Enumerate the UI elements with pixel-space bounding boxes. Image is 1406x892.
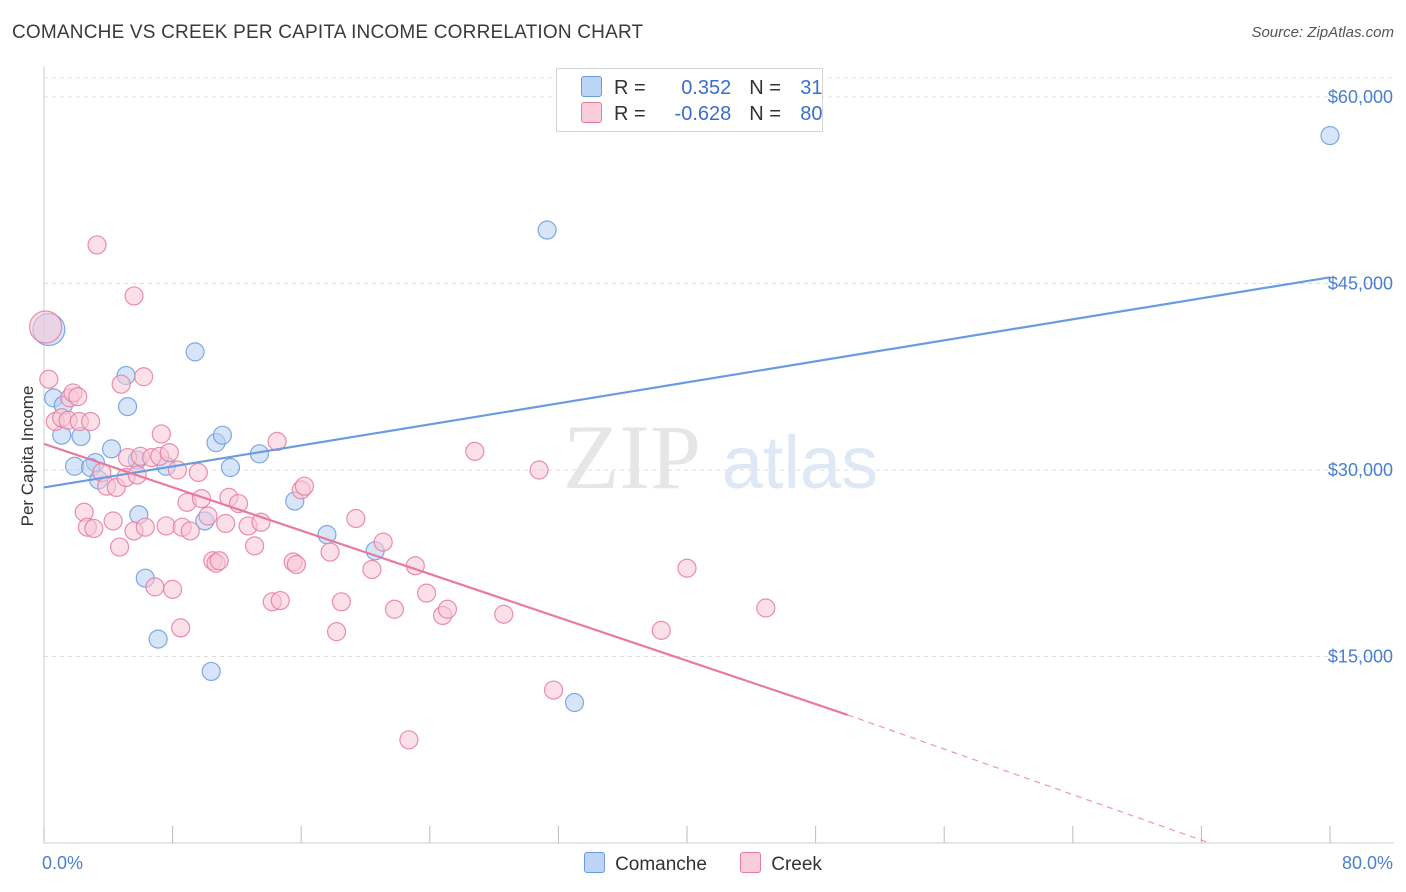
data-point-comanche — [201, 661, 221, 682]
data-point-creek — [216, 513, 236, 534]
data-point-creek — [81, 411, 101, 432]
x-tick-label-max: 80.0% — [1342, 853, 1393, 873]
legend-swatch-creek — [581, 102, 602, 123]
data-point-creek — [286, 554, 306, 575]
data-point-comanche — [537, 220, 557, 240]
legend-item-creek: Creek — [740, 852, 822, 876]
legend-n-label: N = — [749, 77, 781, 99]
data-point-creek — [677, 558, 697, 578]
legend-swatch-comanche — [584, 852, 606, 873]
data-point-creek — [651, 620, 671, 640]
data-point-creek — [346, 508, 366, 529]
legend-row-comanche: R = 0.352 N = 31 — [581, 76, 823, 100]
data-point-creek — [109, 537, 130, 557]
data-point-creek — [331, 592, 351, 612]
data-point-creek — [244, 536, 265, 556]
data-point-creek — [163, 579, 183, 599]
data-point-creek — [543, 680, 564, 700]
data-point-comanche — [148, 629, 168, 649]
legend-label-comanche: Comanche — [615, 854, 707, 875]
data-point-creek — [134, 367, 154, 387]
data-point-comanche — [101, 439, 122, 459]
legend-r-value: 0.352 — [681, 77, 732, 99]
data-point-creek — [362, 559, 382, 580]
y-tick-label: $30,000 — [1328, 460, 1393, 480]
data-point-creek — [84, 518, 104, 539]
data-point-comanche — [564, 692, 585, 713]
data-point-creek — [188, 462, 208, 483]
legend-label-creek: Creek — [771, 854, 822, 875]
data-point-creek — [209, 551, 229, 571]
data-point-comanche — [212, 425, 233, 445]
data-point-creek — [465, 441, 485, 461]
data-point-creek — [437, 599, 458, 619]
tick-labels: $15,000 $30,000 $45,000 $60,000 0.0% 80.0% — [42, 87, 1393, 873]
data-point-comanche — [1320, 125, 1340, 146]
data-point-creek — [124, 286, 144, 306]
legend-n-value: 80 — [800, 103, 823, 125]
data-point-creek — [159, 442, 179, 463]
data-point-creek — [171, 618, 191, 638]
legend-r-label: R = — [614, 103, 646, 125]
data-point-creek — [294, 476, 315, 496]
legend-row-creek: R = -0.628 N = 80 — [581, 102, 823, 126]
legend-n-value: 31 — [800, 77, 823, 99]
trend-line-comanche — [43, 276, 1331, 489]
stats-legend: R = 0.352 N = 31 R = -0.628 N = 80 — [556, 68, 823, 132]
data-point-comanche — [185, 342, 205, 362]
data-point-creek — [103, 511, 123, 531]
chart-title: COMANCHE VS CREEK PER CAPITA INCOME CORR… — [12, 22, 644, 43]
legend-swatch-creek — [740, 852, 762, 873]
data-point-creek — [68, 387, 88, 407]
y-tick-label: $45,000 — [1328, 274, 1393, 294]
data-point-creek — [399, 730, 419, 750]
watermark-atlas: atlas — [722, 421, 878, 504]
legend-swatch-comanche — [581, 76, 602, 97]
data-point-creek — [145, 577, 165, 597]
data-point-comanche — [64, 456, 85, 476]
data-point-creek — [529, 460, 549, 480]
legend-r-value: -0.628 — [674, 103, 732, 125]
y-tick-label: $60,000 — [1328, 87, 1393, 107]
data-point-creek — [270, 590, 290, 611]
data-point-creek — [198, 506, 218, 526]
data-point-creek — [326, 622, 347, 642]
legend-n-label: N = — [749, 103, 781, 125]
data-point-creek — [384, 599, 405, 619]
y-tick-label: $15,000 — [1328, 647, 1393, 667]
data-point-creek — [151, 424, 171, 444]
data-point-creek — [135, 517, 155, 537]
data-point-creek — [373, 532, 393, 552]
data-point-creek — [180, 521, 200, 541]
data-point-creek — [87, 235, 107, 255]
trend-lines — [43, 276, 1331, 844]
data-point-creek — [756, 598, 776, 618]
chart-source: Source: ZipAtlas.com — [1251, 24, 1394, 41]
trend-extension-creek — [847, 714, 1210, 844]
data-point-creek — [29, 310, 63, 344]
trend-line-creek — [43, 442, 849, 716]
series-legend: Comanche Creek — [0, 852, 1406, 876]
axes — [43, 66, 1394, 844]
watermark: ZIP atlas — [563, 406, 878, 508]
data-point-creek — [39, 369, 59, 389]
legend-r-label: R = — [614, 77, 646, 99]
data-point-comanche — [220, 457, 241, 478]
data-point-creek — [156, 516, 176, 536]
watermark-zip: ZIP — [563, 406, 701, 508]
data-point-creek — [320, 542, 340, 562]
grid-lines — [44, 77, 1394, 657]
data-point-creek — [416, 583, 437, 603]
legend-item-comanche: Comanche — [584, 852, 707, 876]
data-point-comanche — [117, 396, 138, 417]
data-point-creek — [111, 374, 131, 394]
data-point-creek — [191, 488, 212, 509]
data-point-creek — [494, 604, 514, 624]
x-tick-label-min: 0.0% — [42, 853, 83, 873]
data-points — [29, 125, 1340, 750]
